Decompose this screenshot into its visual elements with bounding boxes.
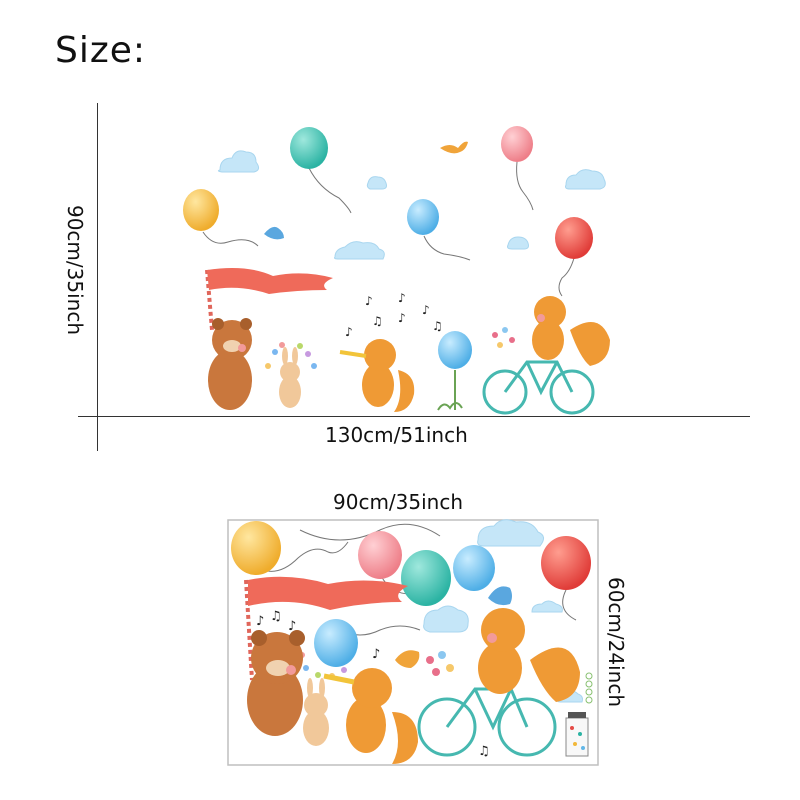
cloud-icon [477,519,544,547]
balloon-blue [453,545,495,591]
svg-text:♪: ♪ [422,303,430,317]
cloud-icon [531,600,563,613]
svg-text:♪: ♪ [288,619,296,634]
flower-basket [426,651,454,676]
balloon-teal [401,550,451,606]
fox-cyclist-character [478,608,580,702]
svg-text:♫: ♫ [432,319,443,333]
cloud-icon [217,150,260,173]
rabbit-character [279,347,301,408]
fox-trumpet-character [339,339,415,412]
height-axis-line [97,103,98,451]
fox-trumpet-character [323,668,418,764]
flower-basket [492,327,515,348]
flag [207,268,333,294]
bird-icon [395,650,420,668]
svg-text:♫: ♫ [478,744,490,759]
balloon-teal [290,127,328,169]
svg-text:♪: ♪ [345,325,353,339]
flag [248,576,408,610]
cloud-icon [334,241,385,260]
installed-width-label: 130cm/51inch [325,423,468,447]
balloon-red [541,536,591,590]
balloon-yellow [231,521,281,575]
bear-character [247,630,305,736]
svg-text:♪: ♪ [398,311,406,325]
cloud-icon [507,236,529,250]
sticker-preview-thumbnail [565,712,589,757]
installed-scene: ♪ ♪♫ ♪♪♪ ♫ [183,126,610,415]
balloon-red [555,217,593,259]
svg-text:♪: ♪ [398,291,406,305]
width-axis-line [78,416,750,417]
balloon-yellow [183,189,219,231]
small-round-stickers [585,672,593,704]
size-heading: Size: [55,30,147,71]
bird-icon [264,226,284,240]
svg-text:♪: ♪ [372,647,380,662]
cloud-icon [565,169,606,190]
bicycle [417,687,557,757]
rabbit-character [303,678,329,746]
balloon-light-blue [314,619,358,667]
bird-icon [488,586,512,606]
bear-character [208,318,252,410]
fox-cyclist-character [532,296,610,366]
cloud-icon [366,176,387,190]
juggling-balls [265,342,317,369]
bird-icon [440,141,468,154]
sheet-scene: ♪ ♫ ♪ ♪ ♫ [231,519,593,764]
svg-text:♫: ♫ [270,609,282,624]
sheet-width-label: 90cm/35inch [333,490,464,514]
balloon-pink [358,531,402,579]
cloud-icon [423,605,469,633]
balloon-blue [407,199,439,235]
bicycle [482,360,595,415]
svg-text:♫: ♫ [372,314,383,328]
balloon-light-blue [438,331,472,369]
svg-text:♪: ♪ [256,614,264,629]
balloon-pink [501,126,533,162]
svg-text:♪: ♪ [365,294,373,308]
